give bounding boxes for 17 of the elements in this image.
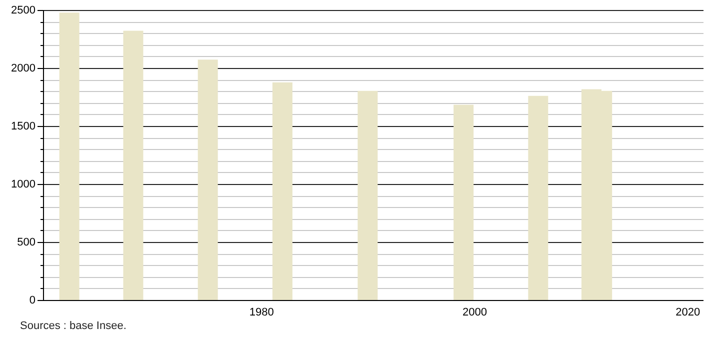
bar <box>358 90 378 300</box>
x-tick-label: 1980 <box>249 306 274 318</box>
bar <box>59 12 80 300</box>
bar <box>198 60 218 300</box>
x-tick-label: 2000 <box>462 306 487 318</box>
y-tick-label: 500 <box>17 236 36 248</box>
bar <box>528 96 548 300</box>
y-tick-label: 1500 <box>11 120 36 132</box>
y-tick-label: 2000 <box>11 62 36 74</box>
y-tick-label: 0 <box>29 294 36 306</box>
bar <box>272 82 292 300</box>
bar <box>454 104 474 300</box>
y-tick-label: 1000 <box>11 178 36 190</box>
x-tick-label: 2020 <box>676 306 700 318</box>
y-tick-label: 2500 <box>11 4 36 16</box>
source-note: Sources : base Insee. <box>20 320 126 332</box>
bar <box>123 30 144 300</box>
